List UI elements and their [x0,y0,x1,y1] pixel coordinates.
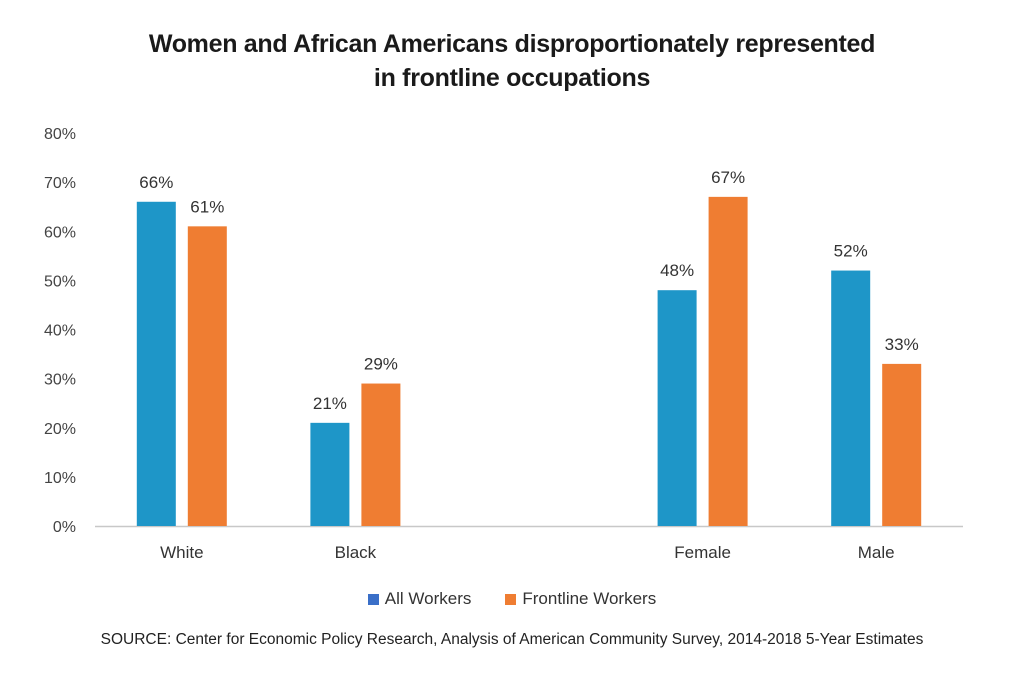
y-tick-label: 20% [44,421,76,438]
legend-item-frontline-workers: Frontline Workers [505,589,656,609]
y-tick-label: 80% [44,126,76,143]
x-category-label: Female [674,543,731,562]
legend-item-all-workers: All Workers [367,589,472,609]
legend-swatch-all-workers [367,593,379,605]
bar-chart: 0% 10% 20% 30% 40% 50% 60% 70% 80% 66% 61% White 21%… [44,126,963,562]
legend: All Workers Frontline Workers [0,589,1024,609]
y-tick-label: 0% [53,519,76,536]
bar-all-workers-male [831,270,871,526]
data-label: 29% [364,355,398,374]
data-label: 66% [139,173,173,192]
chart-title-line-1: Women and African Americans disproportio… [148,30,876,58]
bar-all-workers-black [310,422,350,526]
data-label: 67% [711,168,745,187]
y-tick-label: 50% [44,273,76,290]
y-tick-label: 40% [44,323,76,340]
x-category-label: Black [335,543,377,562]
y-tick-label: 70% [44,175,76,192]
bar-frontline-workers-white [187,226,227,526]
bar-frontline-workers-male [882,363,922,526]
data-label: 52% [834,242,868,261]
chart-title-line-2: in frontline occupations [373,64,651,92]
legend-label-all-workers: All Workers [384,589,472,608]
y-tick-label: 60% [44,224,76,241]
y-tick-label: 10% [44,470,76,487]
source-note: SOURCE: Center for Economic Policy Resea… [100,631,924,648]
bar-all-workers-white [136,201,176,526]
y-tick-label: 30% [44,372,76,389]
data-label: 21% [313,394,347,413]
data-label: 61% [190,197,224,216]
x-category-label: White [160,543,203,562]
x-category-label: Male [858,543,895,562]
legend-swatch-frontline-workers [505,593,517,605]
bar-frontline-workers-black [361,383,401,526]
data-label: 48% [660,261,694,280]
data-label: 33% [885,335,919,354]
bar-all-workers-female [657,290,697,526]
legend-label-frontline-workers: Frontline Workers [522,589,657,608]
bar-frontline-workers-female [708,196,748,527]
